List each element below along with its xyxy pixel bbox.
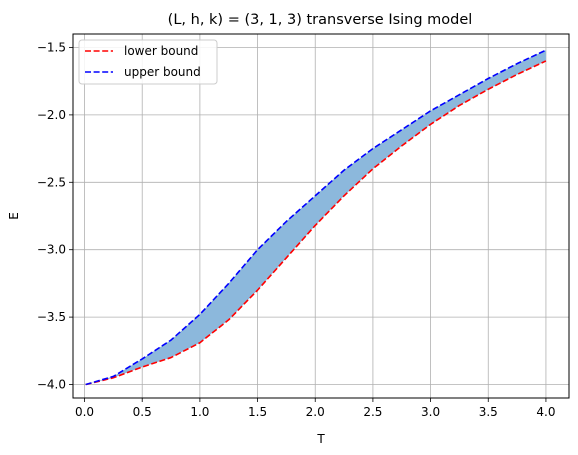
x-tick-label: 1.0 <box>190 405 209 419</box>
legend: lower bound upper bound <box>78 39 218 85</box>
plot-frame <box>72 33 570 399</box>
chart-title: (L, h, k) = (3, 1, 3) transverse Ising m… <box>168 12 473 28</box>
bounds-fill-band <box>85 50 546 385</box>
x-tick-label: 3.5 <box>479 405 498 419</box>
series-line-lower-bound <box>85 60 547 386</box>
y-tick-label: −3.0 <box>37 243 66 257</box>
y-tick-label: −1.5 <box>37 40 66 54</box>
y-tick-label: −2.5 <box>37 175 66 189</box>
x-tick-label: 2.0 <box>306 405 325 419</box>
y-tick-label: −2.0 <box>37 108 66 122</box>
legend-label: upper bound <box>124 65 201 79</box>
series-lines <box>85 49 547 386</box>
x-tick-label: 1.5 <box>248 405 267 419</box>
x-tick-label: 2.5 <box>363 405 382 419</box>
y-tick-label: −4.0 <box>37 378 66 392</box>
x-axis-ticks: 0.0 0.5 1.0 1.5 2.0 2.5 3.0 3.5 4.0 <box>75 398 555 419</box>
y-tick-label: −3.5 <box>37 310 66 324</box>
x-tick-label: 0.5 <box>133 405 152 419</box>
grid <box>73 34 569 398</box>
x-tick-label: 3.0 <box>421 405 440 419</box>
legend-box <box>78 39 218 85</box>
y-axis-ticks: −4.0 −3.5 −3.0 −2.5 −2.0 −1.5 <box>37 40 73 392</box>
series-line-upper-bound <box>85 49 547 386</box>
y-axis-label: E <box>7 212 21 220</box>
legend-label: lower bound <box>124 44 198 58</box>
x-tick-label: 4.0 <box>536 405 555 419</box>
x-tick-label: 0.0 <box>75 405 94 419</box>
x-axis-label: T <box>316 432 325 446</box>
